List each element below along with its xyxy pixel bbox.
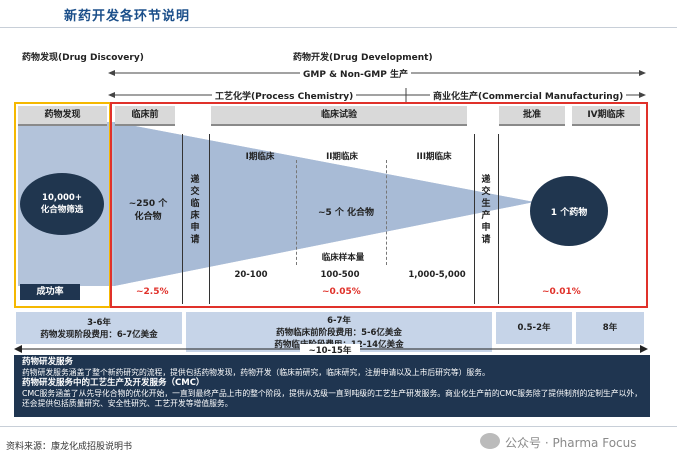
- phase4-years-box: 8年: [576, 312, 644, 344]
- compounds-circle: 10,000+ 化合物筛选: [20, 173, 104, 235]
- gmp-label: GMP & Non-GMP 生产: [300, 67, 411, 80]
- page-title: 新药开发各环节说明: [64, 9, 191, 24]
- services-box: 药物研发服务 药物研发服务涵盖了整个新药研究的流程，提供包括药物发现，药物开发（…: [14, 355, 650, 417]
- approval-years-box: 0.5-2年: [496, 312, 572, 344]
- approval-years: 0.5-2年: [517, 323, 551, 333]
- success-rate-clinical: ~0.05%: [322, 287, 361, 297]
- submit-production-application: 递交生 产申请: [481, 175, 491, 245]
- phase-divider-2: [386, 160, 387, 265]
- source-note: 资料来源：康龙化成招股说明书: [6, 442, 133, 452]
- cmc-heading: 药物研发服务中的工艺生产及开发服务（CMC）: [22, 378, 205, 388]
- stage-discovery: 药物发现: [18, 106, 107, 126]
- funnel-graphic: [18, 122, 534, 286]
- compounds-count: 10,000+: [42, 193, 82, 203]
- success-rate-preclinical: ~2.5%: [136, 287, 169, 297]
- discovery-cost-box: 3-6年 药物发现阶段费用：6-7亿美金: [16, 312, 182, 344]
- submit-clinical-application: 递交临 床申请: [190, 175, 200, 245]
- stage-clinical-trials: 临床试验: [211, 106, 467, 126]
- total-years: ~10-15年: [300, 344, 360, 356]
- stage-preclinical: 临床前: [115, 106, 175, 126]
- drug-discovery-label: 药物发现(Drug Discovery): [22, 53, 144, 63]
- services-description: 药物研发服务涵盖了整个新药研究的流程，提供包括药物发现，药物开发（临床前研究，临…: [22, 367, 490, 377]
- wechat-icon: [480, 433, 500, 449]
- phase4-years: 8年: [602, 323, 618, 333]
- divider-production-submit-right: [498, 134, 499, 304]
- stage-phase4: IV期临床: [572, 106, 640, 126]
- success-rate-badge: 成功率: [20, 284, 80, 300]
- discovery-cost: 药物发现阶段费用：6-7亿美金: [40, 330, 158, 340]
- compounds-250: ~250 个化合物: [128, 199, 168, 222]
- title-divider: [0, 27, 677, 28]
- commercial-manufacturing-label: 商业化生产(Commercial Manufacturing): [430, 89, 627, 102]
- preclinical-cost: 药物临床前阶段费用：5-6亿美金: [276, 328, 402, 338]
- drug-development-label: 药物开发(Drug Development): [293, 53, 433, 63]
- discovery-years: 3-6年: [87, 318, 111, 328]
- divider-clinical-submit: [182, 134, 183, 304]
- watermark: 公众号 · Pharma Focus: [505, 436, 637, 450]
- phase2-sample: 100-500: [320, 270, 360, 280]
- phase-divider-1: [296, 160, 297, 265]
- footer-divider: [0, 426, 677, 427]
- phase3-label: III期临床: [416, 152, 452, 162]
- phase3-sample: 1,000-5,000: [408, 270, 466, 280]
- development-frame: [110, 102, 648, 308]
- process-chemistry-label: 工艺化学(Process Chemistry): [212, 89, 357, 102]
- development-years: 6-7年: [327, 316, 351, 326]
- cmc-description: CMC服务涵盖了从先导化合物的优化开始，一直到最终产品上市的整个阶段，提供从克级…: [22, 388, 642, 409]
- divider-production-submit: [474, 134, 475, 304]
- phase2-label: II期临床: [326, 152, 358, 162]
- compounds-5: ~5 个 化合物: [317, 208, 375, 218]
- success-rate-approval: ~0.01%: [542, 287, 581, 297]
- phase1-label: I期临床: [245, 152, 275, 162]
- compounds-screen: 化合物筛选: [40, 205, 84, 215]
- sample-size-label: 临床样本量: [321, 253, 365, 263]
- divider-clinical-submit-right: [209, 134, 210, 304]
- phase1-sample: 20-100: [234, 270, 268, 280]
- stage-approval: 批准: [499, 106, 565, 126]
- services-heading: 药物研发服务: [22, 357, 74, 367]
- one-drug-circle: 1 个药物: [530, 176, 608, 246]
